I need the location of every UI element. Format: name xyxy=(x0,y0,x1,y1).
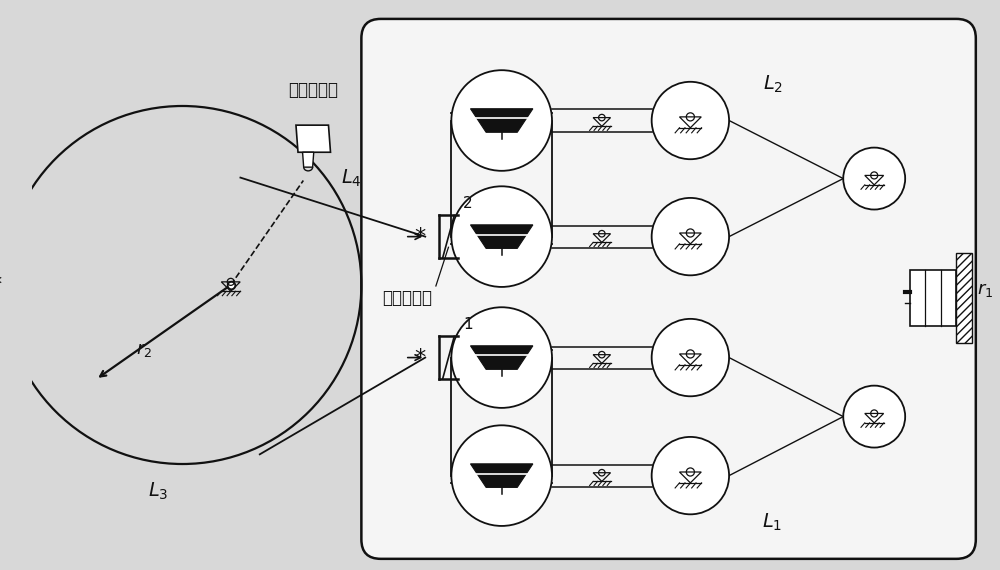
Bar xyxy=(956,253,972,343)
Circle shape xyxy=(652,198,729,275)
Circle shape xyxy=(451,186,552,287)
Text: $L_1$: $L_1$ xyxy=(762,511,783,533)
Text: 关节编码器: 关节编码器 xyxy=(288,80,338,99)
FancyBboxPatch shape xyxy=(361,19,976,559)
Text: 1: 1 xyxy=(463,317,473,332)
Circle shape xyxy=(652,437,729,514)
Circle shape xyxy=(843,386,905,447)
Text: 2: 2 xyxy=(463,197,473,211)
Circle shape xyxy=(451,425,552,526)
Text: $r_2$: $r_2$ xyxy=(136,341,152,360)
Text: *: * xyxy=(0,275,1,295)
Circle shape xyxy=(652,319,729,396)
Polygon shape xyxy=(470,464,533,487)
Polygon shape xyxy=(296,125,331,152)
Circle shape xyxy=(451,307,552,408)
Polygon shape xyxy=(470,109,533,132)
Polygon shape xyxy=(470,225,533,249)
Bar xyxy=(910,270,956,325)
Circle shape xyxy=(843,148,905,210)
Polygon shape xyxy=(303,152,314,167)
Text: 张力传感器: 张力传感器 xyxy=(383,288,433,307)
Text: $L_2$: $L_2$ xyxy=(763,74,783,95)
Text: $L_4$: $L_4$ xyxy=(341,168,362,189)
Text: $r_1$: $r_1$ xyxy=(977,281,993,299)
Circle shape xyxy=(652,82,729,159)
Text: $L_3$: $L_3$ xyxy=(148,481,168,502)
Circle shape xyxy=(451,70,552,171)
Polygon shape xyxy=(470,346,533,369)
Text: *: * xyxy=(414,227,425,247)
Text: *: * xyxy=(414,348,425,368)
